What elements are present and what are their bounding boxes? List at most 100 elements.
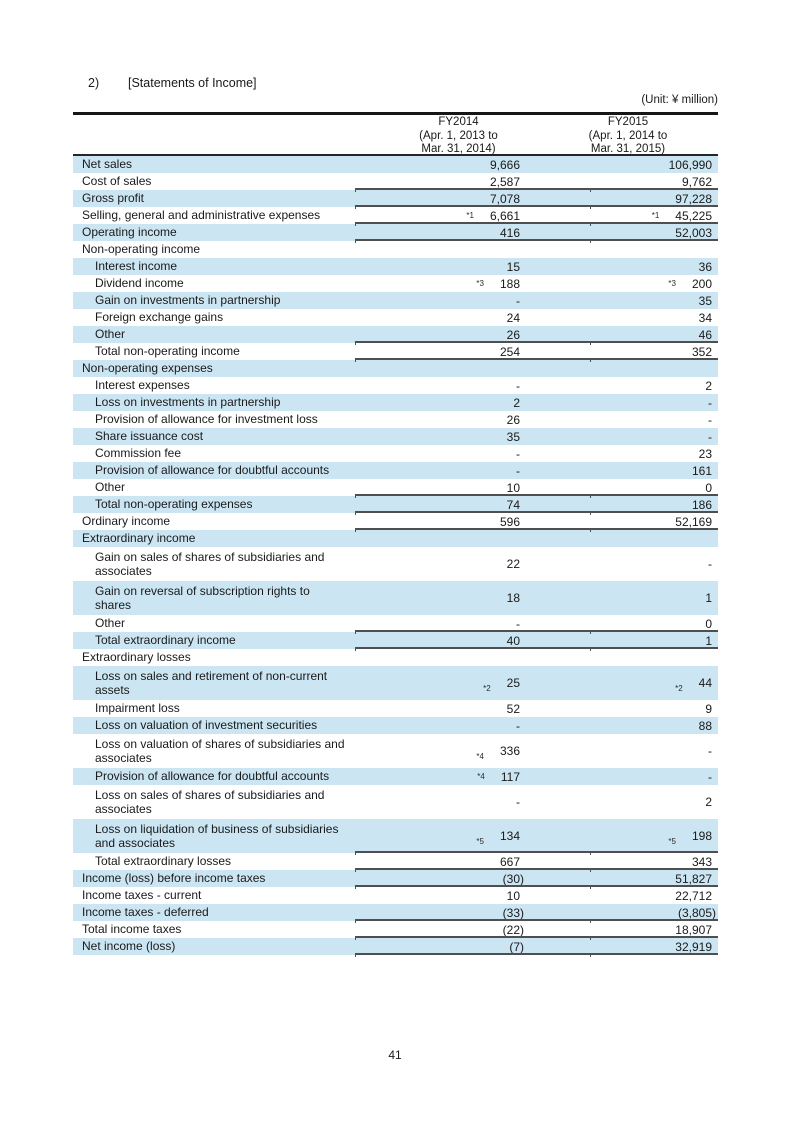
amount-text: 9,762 <box>681 174 712 189</box>
amount-text: - <box>708 769 712 784</box>
fy2015-value: 97,228 <box>590 192 718 206</box>
row-label: Selling, general and administrative expe… <box>82 208 321 223</box>
fy2015-value: - <box>590 744 718 758</box>
amount-text: 26 <box>506 412 520 427</box>
amount-text: (22) <box>502 922 524 937</box>
footnote-marker: *3 <box>668 278 676 288</box>
table-row: Provision of allowance for doubtful acco… <box>73 462 718 479</box>
row-label: Total non-operating expenses <box>95 497 253 512</box>
amount-text: 352 <box>691 344 712 359</box>
fy2015-value: - <box>590 396 718 410</box>
subtotal-rule <box>355 341 718 345</box>
fy2015-value: *2 44 <box>590 674 718 693</box>
subtotal-rule <box>355 919 718 923</box>
amount-text: 161 <box>691 463 712 478</box>
row-label: Ordinary income <box>82 514 171 529</box>
subtotal-rule <box>355 239 718 243</box>
row-label: Operating income <box>82 225 177 240</box>
amount-text: 10 <box>506 480 520 495</box>
table-row: Income taxes - current 10 22,712 <box>73 887 718 904</box>
table-row: Total extraordinary income 40 1 <box>73 632 718 651</box>
amount-text: - <box>516 463 520 478</box>
table-row: Loss on sales and retirement of non-curr… <box>73 666 718 700</box>
row-label: Extraordinary losses <box>82 650 191 665</box>
amount-text: 74 <box>506 497 520 512</box>
row-label: Impairment loss <box>95 701 180 716</box>
row-label: Other <box>95 480 126 495</box>
table-row: Operating income 416 52,003 <box>73 224 718 243</box>
footnote-marker: *2 <box>483 683 491 693</box>
amount-text: (3,805) <box>677 905 716 920</box>
fy2015-value: 22,712 <box>590 889 718 903</box>
fy2015-value: 161 <box>590 464 718 478</box>
subtotal-rule <box>355 885 718 889</box>
amount-text: - <box>516 293 520 308</box>
table-row: Other - 0 <box>73 615 718 634</box>
fy2015-label: FY2015 <box>607 116 649 128</box>
fy2015-value: 18,907 <box>590 923 718 937</box>
fy2015-value: 32,919 <box>590 940 718 954</box>
table-row: Total non-operating expenses 74 186 <box>73 496 718 515</box>
amount-text: 52,169 <box>675 514 712 529</box>
row-label: Loss on valuation of shares of subsidiar… <box>95 736 345 766</box>
table-row: Commission fee - 23 <box>73 445 718 462</box>
fy2015-value: *3 200 <box>590 277 718 291</box>
fy2015-value: (3,805) <box>590 906 718 920</box>
fy2014-value: (30) <box>355 872 590 886</box>
row-label: Loss on investments in partnership <box>95 395 281 410</box>
fy2014-period-line1: (Apr. 1, 2013 to <box>419 129 498 142</box>
fy2014-value: - <box>355 447 590 461</box>
table-row: Other 10 0 <box>73 479 718 498</box>
amount-text: 18 <box>506 591 520 605</box>
table-row: Total non-operating income 254 352 <box>73 343 718 362</box>
fy2014-value: - <box>355 719 590 733</box>
amount-text: 32,919 <box>675 939 712 954</box>
table-row: Impairment loss 52 9 <box>73 700 718 717</box>
amount-text: - <box>516 795 520 809</box>
amount-text: (30) <box>502 871 524 886</box>
header-label-spacer <box>73 116 355 154</box>
row-label: Dividend income <box>95 276 184 291</box>
fy2014-value: 9,666 <box>355 158 590 172</box>
table-body: Net sales 9,666 106,990 Cost of sales 2,587 9… <box>73 156 718 957</box>
fy2014-value: 52 <box>355 702 590 716</box>
table-row: Extraordinary losses <box>73 649 718 666</box>
header-fy2014: FY2014 (Apr. 1, 2013 to Mar. 31, 2014) <box>341 116 576 155</box>
fy2015-value: - <box>590 430 718 444</box>
fy2015-value: 1 <box>590 591 718 605</box>
amount-text: 9,666 <box>489 157 520 172</box>
fy2014-value: *1 6,661 <box>355 209 590 223</box>
row-label: Total income taxes <box>82 922 182 937</box>
amount-text: - <box>708 412 712 427</box>
fy2015-value: *1 45,225 <box>590 209 718 223</box>
fy2014-value: 26 <box>355 413 590 427</box>
footnote-marker: *5 <box>668 836 676 846</box>
amount-text: 0 <box>705 616 712 631</box>
fy2015-value: - <box>590 557 718 571</box>
table-row: Provision of allowance for investment lo… <box>73 411 718 428</box>
fy2014-value: 15 <box>355 260 590 274</box>
row-label: Net sales <box>82 157 133 172</box>
fy2015-value: 186 <box>590 498 718 512</box>
amount-text: 45,225 <box>675 208 712 223</box>
amount-text: 596 <box>499 514 520 529</box>
table-row: Gain on investments in partnership - 35 <box>73 292 718 309</box>
fy2014-value: 74 <box>355 498 590 512</box>
table-row: Loss on liquidation of business of subsi… <box>73 819 718 855</box>
amount-text: - <box>516 446 520 461</box>
fy2014-value: - <box>355 294 590 308</box>
amount-text: 52,003 <box>675 225 712 240</box>
header-fy2015: FY2015 (Apr. 1, 2014 to Mar. 31, 2015) <box>564 116 692 155</box>
table-row: Selling, general and administrative expe… <box>73 207 718 226</box>
amount-text: 2,587 <box>489 174 520 189</box>
page-title: [Statements of Income] <box>128 76 257 90</box>
amount-text: - <box>516 718 520 733</box>
subtotal-rule <box>355 188 718 192</box>
amount-text: 0 <box>705 480 712 495</box>
fy2015-value: 52,169 <box>590 515 718 529</box>
amount-text: - <box>708 395 712 410</box>
fy2014-value: 26 <box>355 328 590 342</box>
table-row: Loss on valuation of investment securiti… <box>73 717 718 734</box>
amount-text: 52 <box>506 701 520 716</box>
subtotal-rule <box>355 358 718 362</box>
